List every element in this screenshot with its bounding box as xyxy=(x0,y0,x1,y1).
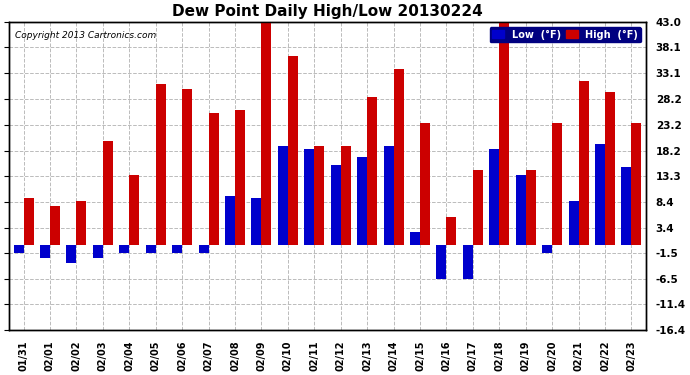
Bar xyxy=(278,147,288,245)
Bar xyxy=(156,84,166,245)
Bar xyxy=(288,56,298,245)
Bar xyxy=(367,97,377,245)
Bar xyxy=(595,144,605,245)
Bar xyxy=(304,149,314,245)
Bar xyxy=(331,165,341,245)
Bar xyxy=(436,245,446,279)
Bar xyxy=(93,245,103,258)
Bar xyxy=(14,245,23,253)
Bar xyxy=(40,245,50,258)
Legend: Low  (°F), High  (°F): Low (°F), High (°F) xyxy=(489,27,641,42)
Bar xyxy=(605,92,615,245)
Bar xyxy=(103,141,113,245)
Bar xyxy=(446,217,457,245)
Bar xyxy=(208,113,219,245)
Bar xyxy=(146,245,156,253)
Bar xyxy=(262,22,271,245)
Bar xyxy=(357,157,367,245)
Bar xyxy=(225,196,235,245)
Bar xyxy=(66,245,77,263)
Bar xyxy=(314,147,324,245)
Bar xyxy=(631,123,642,245)
Bar xyxy=(199,245,208,253)
Bar xyxy=(622,167,631,245)
Bar xyxy=(463,245,473,279)
Bar xyxy=(489,149,500,245)
Bar xyxy=(77,201,86,245)
Bar xyxy=(172,245,182,253)
Bar xyxy=(384,147,393,245)
Bar xyxy=(500,19,509,245)
Bar xyxy=(341,147,351,245)
Bar xyxy=(182,89,193,245)
Bar xyxy=(50,206,60,245)
Bar xyxy=(251,198,262,245)
Bar xyxy=(420,123,430,245)
Bar xyxy=(235,110,245,245)
Bar xyxy=(119,245,129,253)
Bar xyxy=(579,81,589,245)
Bar xyxy=(552,123,562,245)
Bar xyxy=(393,69,404,245)
Bar xyxy=(129,175,139,245)
Bar xyxy=(23,198,34,245)
Bar xyxy=(473,170,483,245)
Title: Dew Point Daily High/Low 20130224: Dew Point Daily High/Low 20130224 xyxy=(172,4,483,19)
Bar xyxy=(526,170,535,245)
Text: Copyright 2013 Cartronics.com: Copyright 2013 Cartronics.com xyxy=(15,31,157,40)
Bar xyxy=(410,232,420,245)
Bar xyxy=(542,245,552,253)
Bar xyxy=(569,201,579,245)
Bar xyxy=(515,175,526,245)
